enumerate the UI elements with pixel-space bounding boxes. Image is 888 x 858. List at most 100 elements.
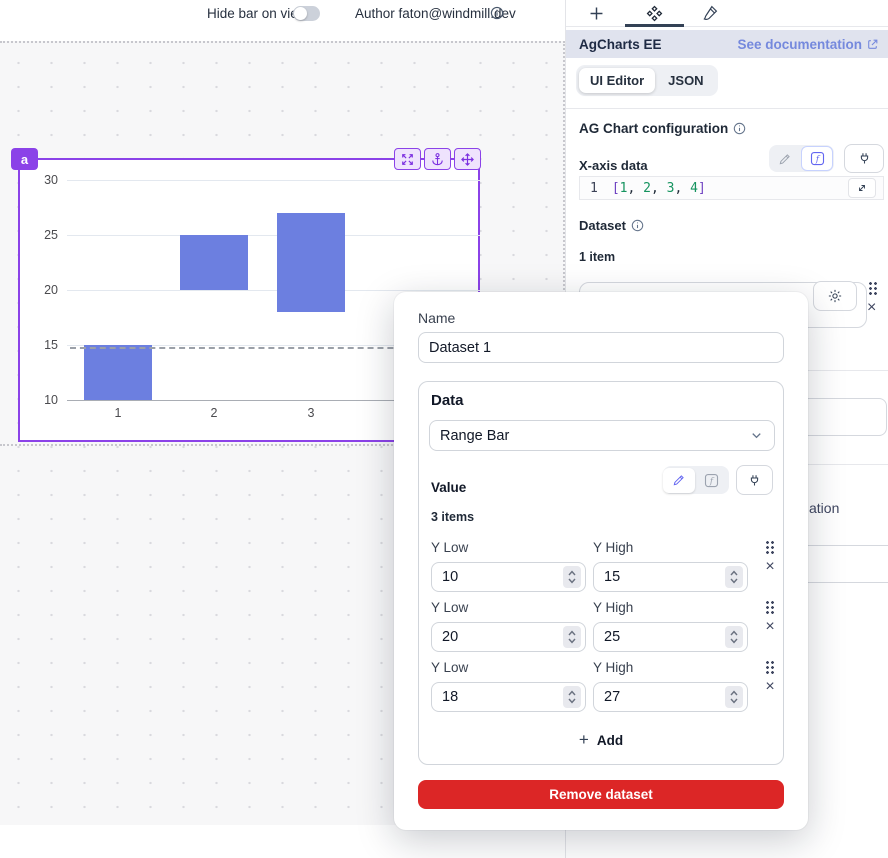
y-axis-tick: 25 [44, 228, 58, 242]
x-axis-tick: 3 [307, 406, 315, 420]
x-axis-connect-plug-button[interactable] [844, 144, 884, 173]
y-high-input[interactable] [593, 682, 748, 712]
range-bar-segment-1 [84, 345, 152, 400]
data-section: Data Range Bar Value f 3 items Y Low Y [418, 381, 784, 765]
code-token: ] [697, 180, 706, 196]
value-label: Value [431, 480, 467, 495]
divider [566, 108, 888, 109]
remove-dataset-button[interactable]: Remove dataset [418, 780, 784, 809]
code-content: [1, 2, 3, 4] [612, 181, 706, 196]
x-axis-data-label: X-axis data [579, 158, 648, 173]
y-low-label: Y Low [431, 540, 469, 555]
component-id-badge: a [11, 148, 38, 170]
dataset-name-input[interactable] [418, 332, 784, 363]
x-axis-input-mode-pills: f [769, 145, 834, 172]
static-pencil-mode-button[interactable] [769, 146, 801, 171]
number-stepper[interactable] [563, 626, 581, 648]
x-axis-line [67, 400, 480, 401]
grid-row-guide [0, 444, 565, 446]
y-low-label: Y Low [431, 600, 469, 615]
y-low-input[interactable] [431, 622, 586, 652]
anchor-component-button[interactable] [424, 148, 451, 170]
svg-text:f: f [708, 476, 714, 486]
eval-function-mode-button[interactable]: f [695, 468, 727, 493]
config-section-title: AG Chart configuration [579, 121, 746, 136]
tab-ui-editor[interactable]: UI Editor [579, 68, 656, 93]
config-section-title-text: AG Chart configuration [579, 121, 729, 136]
chart-type-select[interactable]: Range Bar [429, 420, 775, 451]
number-stepper[interactable] [725, 566, 743, 588]
data-section-title: Data [431, 392, 464, 409]
row-drag-handle[interactable] [765, 660, 775, 675]
active-tab-underline [625, 24, 684, 27]
dataset-remove-x-button[interactable]: × [867, 299, 877, 316]
number-stepper[interactable] [725, 626, 743, 648]
author-info-icon[interactable] [490, 6, 504, 20]
code-token: , [650, 180, 667, 196]
component-type-title: AgCharts EE [579, 36, 662, 52]
hide-bar-toggle[interactable] [293, 6, 320, 21]
value-connect-plug-button[interactable] [736, 465, 773, 495]
y-axis-tick: 15 [44, 338, 58, 352]
range-bar-segment-3 [277, 213, 345, 312]
range-bar-segment-2 [180, 235, 248, 290]
hide-bar-label: Hide bar on view [207, 6, 308, 21]
dataset-drag-handle[interactable] [868, 281, 878, 296]
y-high-input[interactable] [593, 562, 748, 592]
add-item-button[interactable]: + Add [419, 730, 783, 750]
chart-type-value: Range Bar [440, 427, 510, 444]
dataset-section-title: Dataset [579, 218, 644, 233]
row-controls: × [765, 660, 775, 695]
dataset-settings-gear-button[interactable] [813, 281, 857, 311]
dataset-section-title-text: Dataset [579, 218, 626, 233]
y-high-input[interactable] [593, 622, 748, 652]
row-drag-handle[interactable] [765, 540, 775, 555]
code-token: 2 [643, 180, 651, 196]
row-controls: × [765, 600, 775, 635]
number-stepper[interactable] [563, 566, 581, 588]
info-icon[interactable] [733, 122, 746, 135]
info-icon[interactable] [631, 219, 644, 232]
author-label: Author faton@windmill.dev [355, 6, 516, 21]
see-documentation-link[interactable]: See documentation [737, 37, 879, 52]
code-token: [ [611, 180, 620, 196]
y-high-label: Y High [593, 660, 634, 675]
plus-icon: + [578, 730, 589, 749]
static-pencil-mode-button[interactable] [663, 467, 695, 493]
y-high-field [593, 682, 748, 712]
styling-tab[interactable] [700, 3, 720, 23]
expand-component-button[interactable] [394, 148, 421, 170]
code-token: 4 [690, 180, 698, 196]
y-low-field [431, 682, 586, 712]
code-token: , [627, 180, 644, 196]
number-stepper[interactable] [563, 686, 581, 708]
resize-guide-line [70, 347, 562, 349]
row-delete-button[interactable]: × [765, 678, 775, 695]
number-stepper[interactable] [725, 686, 743, 708]
tab-json[interactable]: JSON [668, 73, 704, 88]
x-axis-code-editor[interactable]: 1 [1, 2, 3, 4] [579, 176, 884, 200]
items-count-label: 3 items [431, 510, 475, 524]
y-axis-tick: 10 [44, 393, 58, 407]
row-delete-button[interactable]: × [765, 618, 775, 635]
y-low-input[interactable] [431, 682, 586, 712]
panel-tab-strip [566, 0, 888, 27]
y-low-input[interactable] [431, 562, 586, 592]
code-token: 1 [619, 180, 628, 196]
row-delete-button[interactable]: × [765, 558, 775, 575]
y-high-field [593, 622, 748, 652]
editor-top-bar: Hide bar on view Author faton@windmill.d… [0, 0, 565, 41]
component-settings-tab[interactable] [644, 3, 664, 23]
component-panel-header: AgCharts EE See documentation [566, 30, 888, 58]
expand-code-editor-button[interactable] [848, 178, 876, 198]
y-axis-tick: 30 [44, 173, 58, 187]
svg-text:f: f [814, 155, 820, 165]
row-drag-handle[interactable] [765, 600, 775, 615]
component-toolbar [394, 148, 481, 170]
move-component-button[interactable] [454, 148, 481, 170]
y-high-label: Y High [593, 600, 634, 615]
eval-function-mode-button[interactable]: f [801, 146, 833, 171]
insert-component-tab[interactable] [586, 3, 606, 23]
see-documentation-label: See documentation [737, 36, 862, 52]
